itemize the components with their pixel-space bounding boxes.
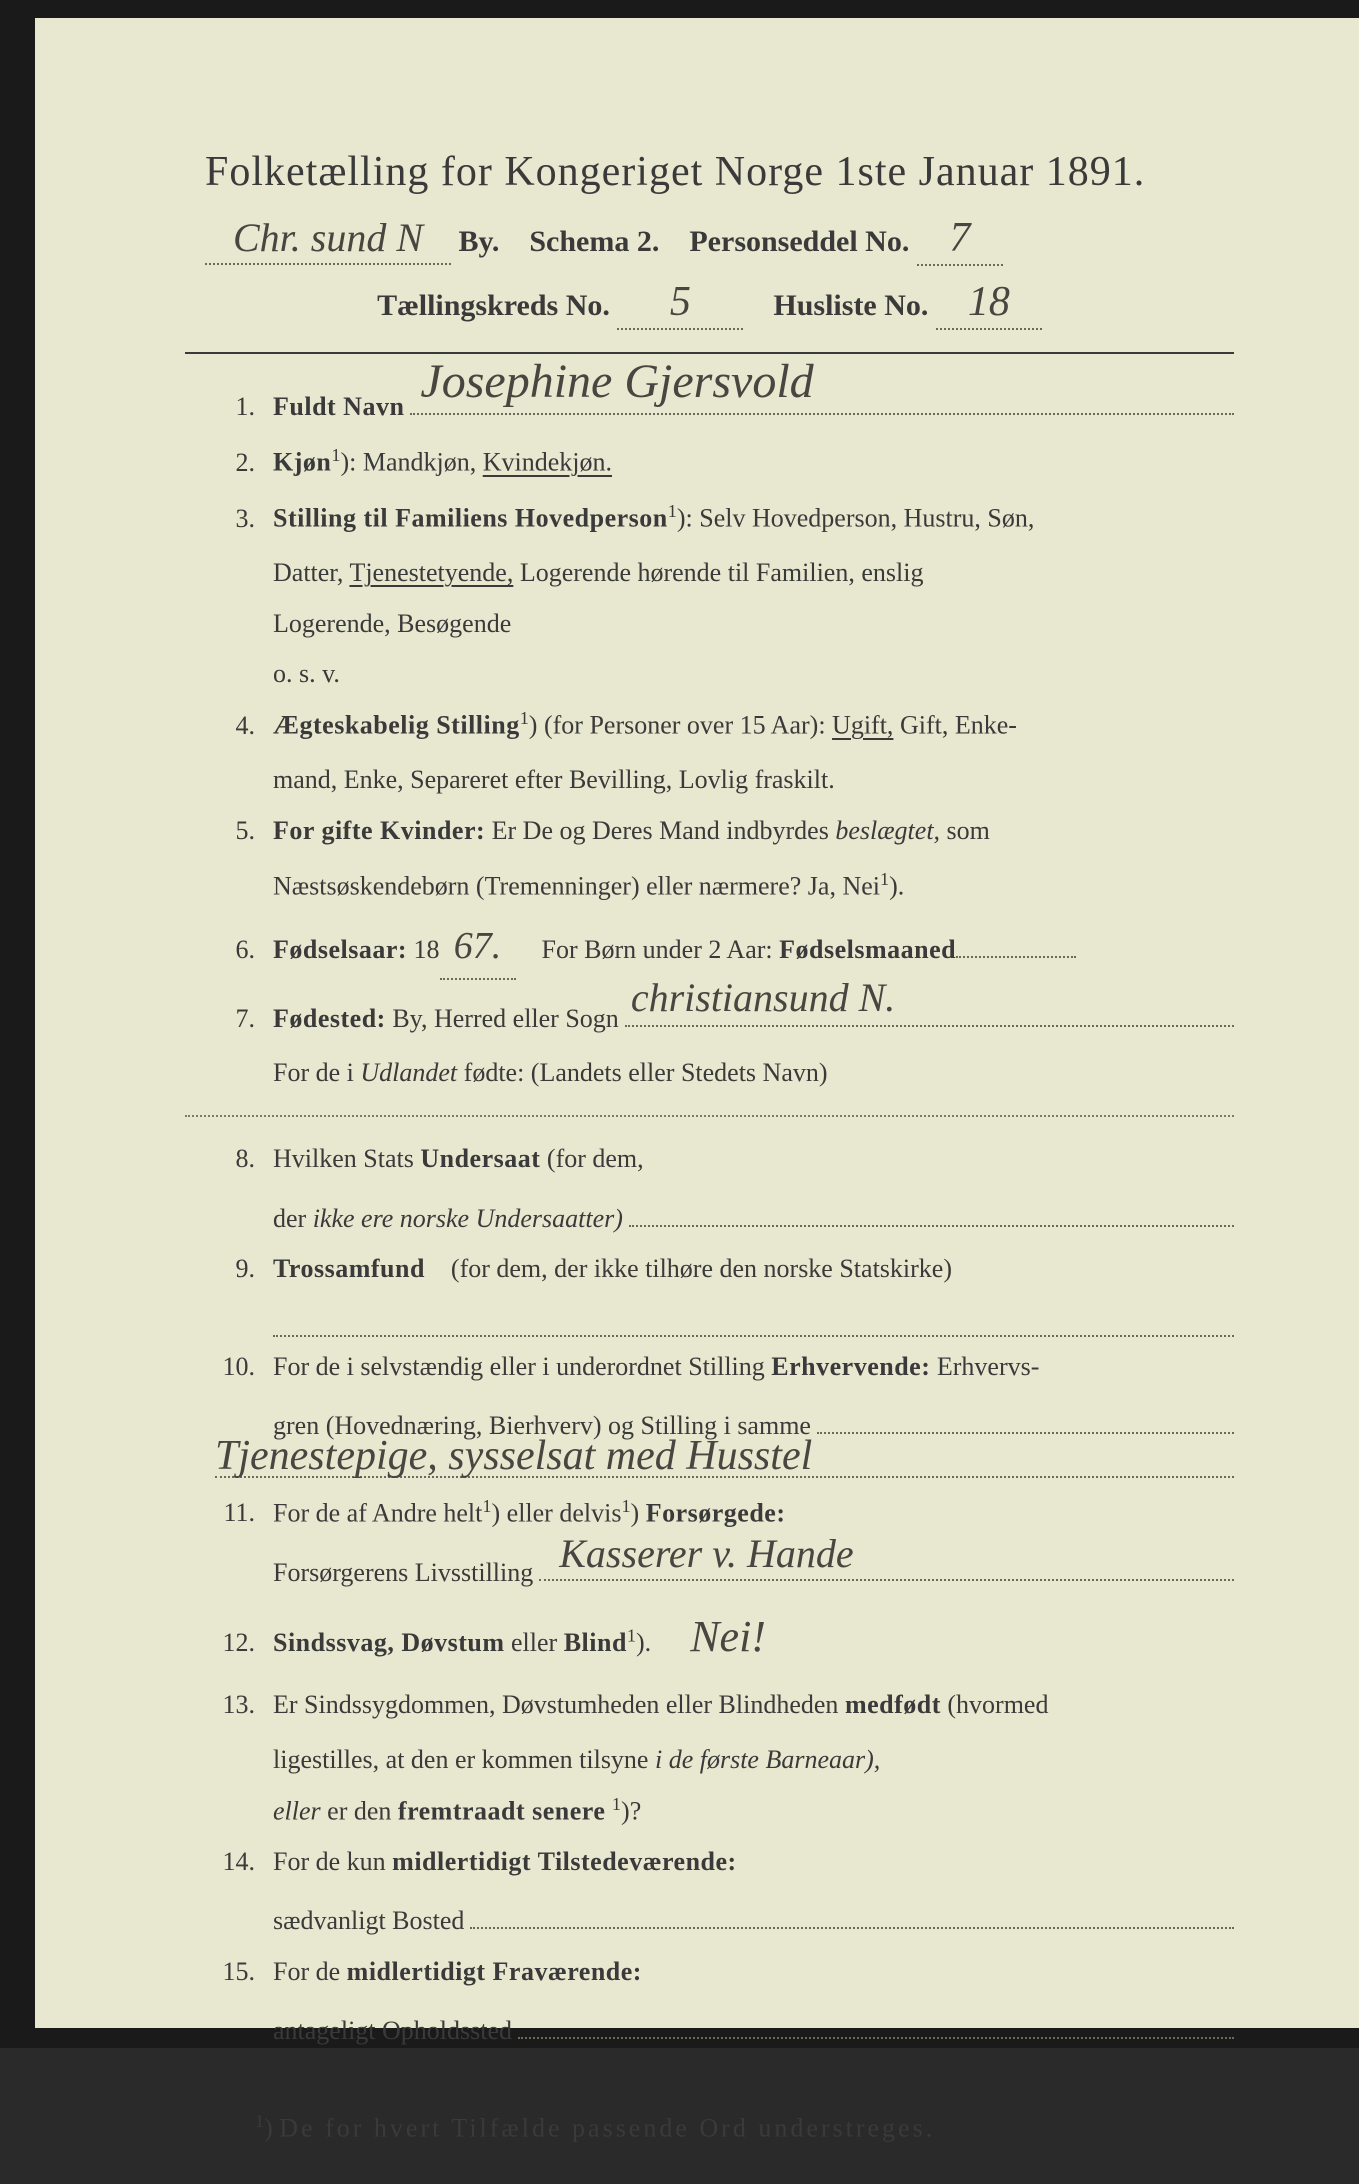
field-num: 13. [185, 1685, 273, 1725]
field-label: Ægteskabelig Stilling [273, 711, 520, 740]
birthyear-value: 67. [440, 917, 516, 980]
field-label: Sindssvag, Døvstum [273, 1628, 505, 1657]
field-10: 10. For de i selvstændig eller i underor… [185, 1347, 1234, 1387]
field-num: 12. [185, 1623, 273, 1663]
field-4: 4. Ægteskabelig Stilling1) (for Personer… [185, 704, 1234, 746]
personseddel-label: Personseddel No. [689, 225, 909, 258]
f11-line2: Forsørgerens Livsstilling Kasserer v. Ha… [185, 1548, 1234, 1593]
opt-kvindekjon: Kvindekjøn. [483, 448, 612, 477]
field-15: 15. For de midlertidigt Fraværende: [185, 1952, 1234, 1992]
personseddel-no: 7 [917, 214, 1003, 266]
birthplace-value: christiansund N. [631, 967, 895, 1029]
kreds-label: Tællingskreds No. [377, 289, 610, 322]
field-label: midlertidigt Tilstedeværende: [392, 1847, 737, 1876]
f5-line2: Næstsøskendebørn (Tremenninger) eller næ… [185, 865, 1234, 907]
f3-line2: Datter, Tjenestetyende, Logerende hørend… [185, 553, 1234, 593]
f3-line4: o. s. v. [185, 654, 1234, 694]
by-label: By. [459, 225, 500, 258]
field-1: 1. Fuldt Navn Josephine Gjersvold [185, 382, 1234, 427]
occupation-value: Tjenestepige, sysselsat med Husstel [215, 1432, 812, 1480]
provider-value: Kasserer v. Hande [559, 1523, 853, 1585]
field-label: Fuldt Navn [273, 387, 404, 427]
f4-line2: mand, Enke, Separeret efter Bevilling, L… [185, 760, 1234, 800]
field-num: 8. [185, 1139, 273, 1179]
field-label: For gifte Kvinder: [273, 816, 485, 845]
f13-line2: ligestilles, at den er kommen tilsyne i … [185, 1740, 1234, 1780]
census-form-page: Folketælling for Kongeriget Norge 1ste J… [0, 0, 1359, 2048]
kreds-no: 5 [617, 278, 743, 330]
f13-line3: eller er den fremtraadt senere 1)? [185, 1790, 1234, 1832]
rule-dotted-1 [185, 1115, 1234, 1117]
fullname-value: Josephine Gjersvold [420, 345, 813, 419]
form-content: Folketælling for Kongeriget Norge 1ste J… [85, 68, 1314, 2184]
opt-tjenestetyende: Tjenestetyende, [349, 558, 513, 587]
field-8: 8. Hvilken Stats Undersaat (for dem, [185, 1139, 1234, 1179]
field-2: 2. Kjøn1): Mandkjøn, Kvindekjøn. [185, 441, 1234, 483]
field-label: Fødested: [273, 999, 386, 1039]
field-3: 3. Stilling til Familiens Hovedperson1):… [185, 497, 1234, 539]
husliste-no: 18 [936, 278, 1042, 330]
form-subtitle-2: Tællingskreds No. 5 Husliste No. 18 [185, 278, 1234, 330]
field-num: 9. [185, 1249, 273, 1289]
field-14: 14. For de kun midlertidigt Tilstedevære… [185, 1842, 1234, 1882]
disability-value: Nei! [690, 1603, 766, 1671]
field-13: 13. Er Sindssygdommen, Døvstumheden elle… [185, 1685, 1234, 1725]
opt-ugift: Ugift, [832, 711, 893, 740]
husliste-label: Husliste No. [773, 289, 928, 322]
field-num: 14. [185, 1842, 273, 1882]
f8-line2: der ikke ere norske Undersaatter) [185, 1194, 1234, 1239]
field-num: 4. [185, 706, 273, 746]
f3-line1: Selv Hovedperson, Hustru, Søn, [699, 504, 1034, 533]
field-num: 15. [185, 1952, 273, 1992]
field-label: Stilling til Familiens Hovedperson [273, 504, 668, 533]
f7-line2: For de i Udlandet fødte: (Landets eller … [185, 1053, 1234, 1093]
field-label: Fødselsaar: [273, 935, 407, 964]
field-label: medfødt [845, 1690, 941, 1719]
field-9: 9. Trossamfund (for dem, der ikke tilhør… [185, 1249, 1234, 1289]
field-label: Kjøn [273, 448, 331, 477]
field-num: 3. [185, 499, 273, 539]
f10-value-row: Tjenestepige, sysselsat med Husstel [185, 1457, 1234, 1478]
form-subtitle-1: Chr. sund N By. Schema 2. Personseddel N… [185, 214, 1234, 266]
opt-mandkjon: Mandkjøn, [363, 448, 476, 477]
field-num: 1. [185, 387, 273, 427]
field-5: 5. For gifte Kvinder: Er De og Deres Man… [185, 811, 1234, 851]
field-7: 7. Fødested: By, Herred eller Sogn chris… [185, 994, 1234, 1039]
field-num: 10. [185, 1347, 273, 1387]
field-12: 12. Sindssvag, Døvstum eller Blind1). Ne… [185, 1603, 1234, 1671]
f3-line3: Logerende, Besøgende [185, 604, 1234, 644]
field-label: Undersaat [420, 1144, 540, 1173]
f9-fill [185, 1304, 1234, 1337]
f14-line2: sædvanligt Bosted [185, 1896, 1234, 1941]
field-num: 7. [185, 999, 273, 1039]
schema-label: Schema 2. [529, 225, 659, 258]
field-label: Trossamfund [273, 1254, 425, 1283]
field-num: 2. [185, 443, 273, 483]
field-label: Erhvervende: [771, 1352, 930, 1381]
f15-line2: antageligt Opholdssted [185, 2006, 1234, 2051]
field-num: 11. [185, 1493, 273, 1533]
field-num: 6. [185, 930, 273, 970]
field-num: 5. [185, 811, 273, 851]
form-title: Folketælling for Kongeriget Norge 1ste J… [185, 148, 1234, 196]
city-handwritten: Chr. sund N [205, 214, 451, 265]
footnote: 1) De for hvert Tilfælde passende Ord un… [185, 2111, 1234, 2144]
field-label: midlertidigt Fraværende: [347, 1957, 642, 1986]
footnote-text: De for hvert Tilfælde passende Ord under… [279, 2114, 935, 2143]
